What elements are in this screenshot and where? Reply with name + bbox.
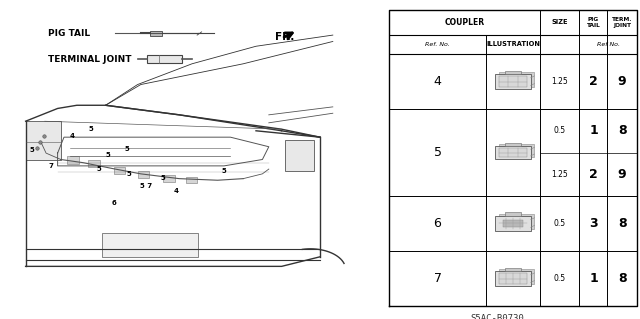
Bar [88,160,100,167]
Text: TERMINAL JOINT: TERMINAL JOINT [48,55,131,63]
Text: COUPLER: COUPLER [445,18,485,27]
Text: 2: 2 [589,168,598,181]
Bar [186,177,197,183]
Bar [499,144,534,157]
Text: 5: 5 [221,168,227,174]
Text: S5AC-B0730: S5AC-B0730 [470,314,524,319]
Bar [285,140,314,171]
Text: PIG TAIL: PIG TAIL [48,29,90,38]
Text: 0.5: 0.5 [554,126,566,135]
Text: 6: 6 [433,217,442,230]
Bar [505,212,521,216]
Bar [150,31,162,36]
Bar [499,72,534,87]
Bar [505,268,521,271]
Text: 1.25: 1.25 [552,77,568,86]
Text: 5: 5 [97,167,102,172]
Bar [495,146,531,159]
Text: 4: 4 [69,133,74,139]
Bar [147,55,182,63]
Text: PIG
TAIL: PIG TAIL [587,17,600,27]
Text: TERM.
JOINT: TERM. JOINT [612,17,632,27]
Text: 0.5: 0.5 [554,219,566,228]
Bar [505,143,521,146]
Text: 6: 6 [111,200,116,206]
Text: 1: 1 [589,272,598,285]
Text: 4: 4 [173,189,179,194]
Text: 1: 1 [589,124,598,137]
Bar [499,148,527,157]
Text: 9: 9 [618,75,627,88]
Bar [499,214,534,229]
Bar [102,233,198,257]
Text: 9: 9 [618,168,627,181]
Bar [505,70,521,74]
Text: 5: 5 [124,146,129,152]
Bar [499,76,527,87]
Text: ILLUSTRATION: ILLUSTRATION [486,41,540,48]
Bar [114,167,125,174]
Text: 5: 5 [88,126,93,132]
Text: 5: 5 [105,152,110,158]
Text: 5 7: 5 7 [140,183,152,189]
Text: 8: 8 [618,272,627,285]
Bar [26,121,61,160]
Text: 5: 5 [29,147,35,153]
Text: 5: 5 [161,175,166,181]
Text: 5: 5 [433,146,442,159]
Text: Ref. No.: Ref. No. [425,42,450,47]
Bar [495,216,531,231]
Text: 7: 7 [49,163,54,168]
Bar [499,269,534,285]
Text: 1.25: 1.25 [552,170,568,179]
Text: 8: 8 [618,217,627,230]
Text: 3: 3 [589,217,598,230]
Bar [495,271,531,286]
Text: 5: 5 [127,171,132,177]
Bar [163,175,175,182]
Text: 7: 7 [433,272,442,285]
Text: 8: 8 [618,124,627,137]
Bar [67,156,79,164]
Bar [495,74,531,89]
Text: 0.5: 0.5 [554,274,566,283]
Text: Ref No.: Ref No. [596,42,620,47]
Text: 4: 4 [433,75,442,88]
Bar [504,220,523,227]
Text: SIZE: SIZE [552,19,568,25]
Bar [138,171,149,178]
Text: FR.: FR. [275,32,294,42]
Bar [499,273,527,285]
Text: 2: 2 [589,75,598,88]
